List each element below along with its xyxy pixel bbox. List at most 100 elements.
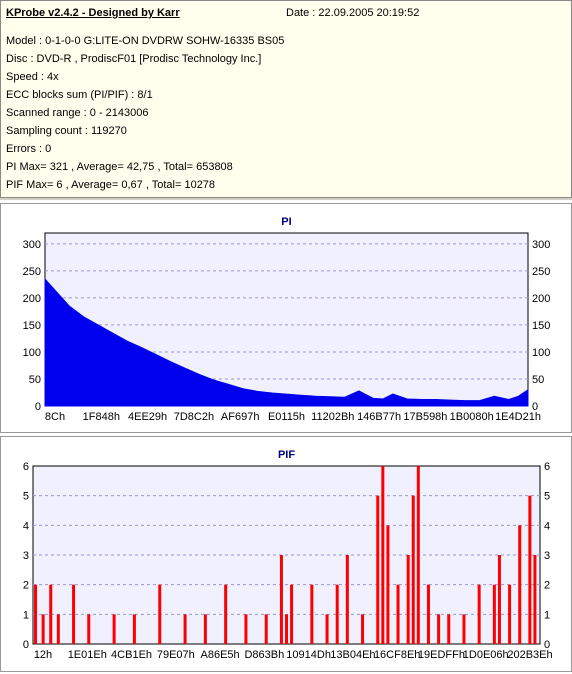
y-tick-label-left: 5 [23,491,29,503]
speed-line: Speed : 4x [6,71,59,83]
pif-bar [386,525,390,644]
x-tick-label: D863Bh [244,649,284,661]
pif-bar [264,614,268,644]
x-tick-label: 1E4D21h [495,411,541,423]
pi-chart-panel: PI 0 0 50 50 100 100 150 150 200 200 250 250 300 300 8C… [0,203,572,433]
pif-bar [285,614,288,644]
y-tick-label-left: 3 [23,550,29,562]
y-tick-label-right: 100 [532,347,550,359]
pif-bar [492,584,496,644]
pif-bar [528,495,532,644]
pif-bar [406,555,410,644]
pif-bar [462,614,466,644]
pif-bar [411,495,415,644]
divider [0,198,572,200]
app-title: KProbe v2.4.2 - Designed by Karr [6,7,180,19]
pif-bar [310,584,314,644]
scanned-line: Scanned range : 0 - 2143006 [6,107,149,119]
pif-bar [361,614,365,644]
pif-bar [87,614,91,644]
pif-bar [447,614,451,644]
x-tick-label: 4EE29h [128,411,167,423]
pif-bar [518,525,522,644]
y-tick-label-left: 250 [23,266,41,278]
ecc-line: ECC blocks sum (PI/PIF) : 8/1 [6,89,153,101]
y-tick-label-right: 3 [544,550,550,562]
x-tick-label: 16CF8Eh [374,649,420,661]
pif-bar [508,584,512,644]
pif-bar [49,584,53,644]
pi-summary-line: PI Max= 321 , Average= 42,75 , Total= 65… [6,161,233,173]
y-tick-label-left: 0 [35,401,41,413]
pif-bar [34,584,38,644]
pif-bar [376,495,380,644]
pif-bar [132,614,136,644]
x-tick-label: 146B77h [357,411,401,423]
model-line: Model : 0-1-0-0 G:LITE-ON DVDRW SOHW-163… [6,35,285,47]
y-tick-label-right: 200 [532,293,550,305]
y-tick-label-right: 5 [544,491,550,503]
pif-bar [112,614,116,644]
y-tick-label-right: 2 [544,580,550,592]
y-tick-label-left: 1 [23,609,29,621]
pif-bar [396,584,400,644]
x-tick-label: 1F848h [83,411,120,423]
y-tick-label-right: 4 [544,520,550,532]
info-panel: KProbe v2.4.2 - Designed by Karr Date : … [0,0,572,198]
y-tick-label-left: 300 [23,239,41,251]
pi-chart: PI 0 0 50 50 100 100 150 150 200 200 250 250 300 300 8C… [23,216,551,423]
y-tick-label-left: 50 [29,374,41,386]
x-tick-label: 1B0080h [450,411,494,423]
pif-bar [533,555,537,644]
pif-bar [437,614,441,644]
y-tick-label-left: 100 [23,347,41,359]
pif-bar [290,584,294,644]
x-tick-label: 1E01Eh [68,649,107,661]
pif-bar [56,614,60,644]
y-tick-label-right: 150 [532,320,550,332]
x-tick-label: 4CB1Eh [111,649,152,661]
errors-line: Errors : 0 [6,143,52,155]
y-tick-label-right: 250 [532,266,550,278]
pif-bar [325,614,329,644]
y-tick-label-right: 50 [532,374,544,386]
y-tick-label-right: 0 [532,401,538,413]
y-tick-label-left: 0 [23,639,29,651]
x-tick-label: 8Ch [45,411,65,423]
sampling-line: Sampling count : 119270 [6,125,127,137]
y-tick-label-left: 2 [23,580,29,592]
pi-area-series [44,277,529,407]
x-tick-label: 7D8C2h [174,411,214,423]
pif-bar [41,614,45,644]
pif-chart-panel: PIF 0 0 1 1 2 2 3 3 4 4 5 5 6 6 12h 1E01Eh 4CB1Eh 79E07h A8… [0,436,572,672]
y-tick-label-left: 4 [23,520,29,532]
scan-date: Date : 22.09.2005 20:19:52 [286,7,420,19]
pif-bar [497,555,501,644]
pif-bar [477,584,481,644]
y-tick-label-left: 150 [23,320,41,332]
x-tick-label: 10914Dh [286,649,331,661]
x-tick-label: 13B04Eh [330,649,375,661]
pif-bar [158,584,162,644]
pif-bar [224,584,228,644]
chart-title: PIF [278,449,295,461]
pif-bar [244,614,248,644]
pif-bar [426,584,430,644]
pif-bar [279,555,283,644]
pif-chart: PIF 0 0 1 1 2 2 3 3 4 4 5 5 6 6 12h 1E01Eh 4CB1Eh 79E07h A8… [23,449,553,661]
disc-line: Disc : DVD-R , ProdiscF01 [Prodisc Techn… [6,53,262,65]
pif-bar [416,466,420,644]
x-tick-label: 19EDFFh [418,649,465,661]
y-tick-label-left: 6 [23,461,29,473]
pif-bar [203,614,207,644]
x-tick-label: 202B3Eh [507,649,552,661]
x-tick-label: 11202Bh [311,411,354,423]
chart-title: PI [281,216,291,228]
pif-bar [345,555,349,644]
pif-bar [72,584,76,644]
x-tick-label: 1D0E06h [463,649,509,661]
y-tick-label-left: 200 [23,293,41,305]
pif-summary-line: PIF Max= 6 , Average= 0,67 , Total= 1027… [6,179,216,191]
y-tick-label-right: 300 [532,239,550,251]
x-tick-label: 17B598h [403,411,447,423]
